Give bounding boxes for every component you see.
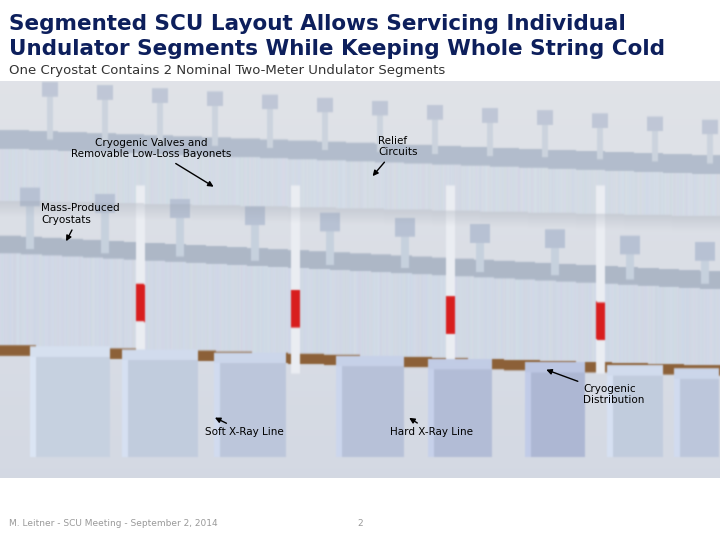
- Bar: [630, 501, 635, 520]
- Text: BERKELEY LAB: BERKELEY LAB: [640, 528, 688, 534]
- Bar: [643, 501, 649, 520]
- Bar: [656, 501, 662, 520]
- Text: 2: 2: [357, 519, 363, 528]
- Text: Undulator Segments While Keeping Whole String Cold: Undulator Segments While Keeping Whole S…: [9, 39, 665, 59]
- Bar: [624, 501, 629, 520]
- Text: Segmented SCU Layout Allows Servicing Individual: Segmented SCU Layout Allows Servicing In…: [9, 14, 626, 33]
- Bar: [676, 501, 681, 520]
- Text: Cryogenic Valves and
Removable Low-Loss Bayonets: Cryogenic Valves and Removable Low-Loss …: [71, 138, 231, 186]
- Text: Soft X-Ray Line: Soft X-Ray Line: [205, 418, 284, 437]
- Text: One Cryostat Contains 2 Nominal Two-Meter Undulator Segments: One Cryostat Contains 2 Nominal Two-Mete…: [9, 64, 445, 77]
- Text: Hard X-Ray Line: Hard X-Ray Line: [390, 418, 474, 437]
- Bar: [670, 501, 675, 520]
- Bar: [662, 501, 668, 520]
- Bar: [649, 501, 655, 520]
- Text: Mass-Produced
Cryostats: Mass-Produced Cryostats: [41, 203, 120, 240]
- Text: Cryogenic
Distribution: Cryogenic Distribution: [548, 370, 644, 406]
- Text: M. Leitner - SCU Meeting - September 2, 2014: M. Leitner - SCU Meeting - September 2, …: [9, 519, 217, 528]
- Text: Relief
Circuits: Relief Circuits: [374, 136, 418, 175]
- Bar: [636, 501, 642, 520]
